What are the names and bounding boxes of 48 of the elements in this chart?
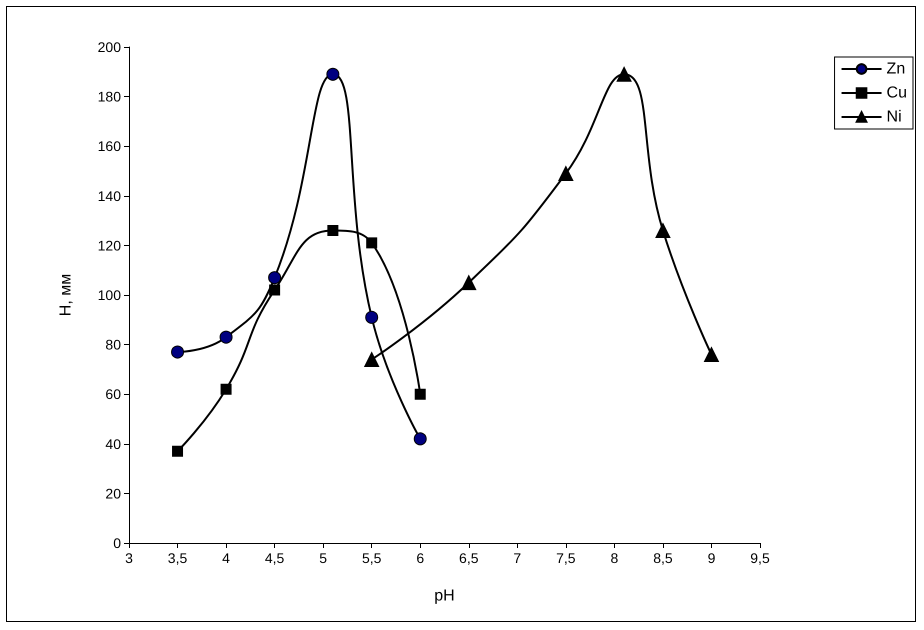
point bbox=[326, 68, 340, 81]
point bbox=[327, 225, 338, 236]
point bbox=[364, 352, 380, 367]
point bbox=[616, 66, 632, 82]
y-tick-label: 40 bbox=[105, 436, 122, 452]
y-tick-label: 0 bbox=[113, 535, 122, 551]
x-tick-label: 5 bbox=[319, 550, 328, 566]
point bbox=[171, 346, 184, 359]
point bbox=[269, 284, 280, 296]
legend-label: Cu bbox=[886, 84, 907, 102]
x-tick-label: 8,5 bbox=[653, 550, 673, 566]
x-tick-label: 5,5 bbox=[362, 550, 382, 566]
legend-label: Zn bbox=[886, 60, 906, 78]
x-tick-label: 6,5 bbox=[459, 550, 479, 566]
point bbox=[366, 237, 378, 248]
y-tick-label: 120 bbox=[98, 237, 122, 254]
x-tick-label: 9,5 bbox=[750, 550, 770, 566]
x-tick-label: 7 bbox=[513, 550, 522, 566]
y-tick-label: 100 bbox=[98, 287, 122, 303]
x-tick-label: 6 bbox=[416, 550, 424, 566]
x-tick-label: 4,5 bbox=[264, 550, 285, 566]
point bbox=[172, 446, 184, 457]
y-tick-label: 160 bbox=[98, 138, 122, 154]
y-tick-label: 140 bbox=[98, 188, 122, 204]
x-tick-label: 7,5 bbox=[556, 550, 576, 566]
point bbox=[268, 271, 282, 284]
x-tick-label: 4 bbox=[222, 550, 230, 566]
y-tick-label: 60 bbox=[105, 386, 122, 402]
legend-label: Ni bbox=[886, 108, 902, 126]
point bbox=[655, 223, 670, 238]
y-tick-label: 20 bbox=[105, 485, 122, 502]
x-tick-label: 8 bbox=[610, 550, 618, 566]
point bbox=[414, 388, 426, 400]
point bbox=[558, 166, 574, 181]
y-tick-label: 80 bbox=[105, 336, 122, 353]
point bbox=[461, 275, 476, 290]
y-tick-label: 200 bbox=[98, 39, 122, 55]
y-tick-label: 180 bbox=[98, 88, 122, 105]
point bbox=[704, 347, 719, 362]
x-tick-label: 3,5 bbox=[168, 550, 188, 566]
x-tick-label: 9 bbox=[708, 550, 716, 566]
point bbox=[365, 310, 378, 324]
point bbox=[414, 432, 427, 446]
x-tick-label: 3 bbox=[125, 550, 134, 566]
y-axis-title: H, мм bbox=[58, 274, 74, 316]
point bbox=[220, 330, 233, 344]
point bbox=[220, 384, 232, 395]
x-axis-title: pH bbox=[434, 588, 455, 604]
